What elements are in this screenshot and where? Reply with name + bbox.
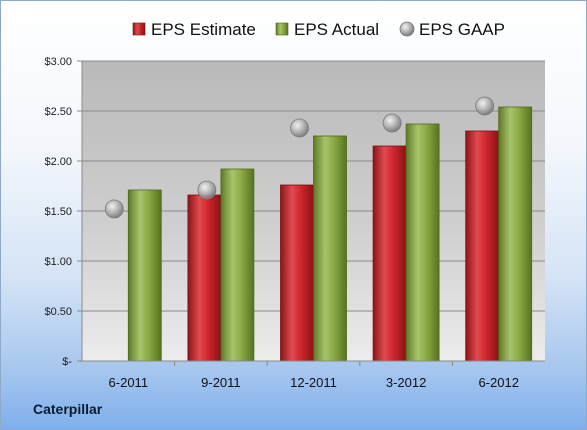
y-tick-label: $1.00: [44, 256, 72, 268]
marker-eps-gaap-12-2011: [290, 118, 309, 138]
bar-eps-actual-3-2012: [405, 123, 440, 362]
x-tick-label: 12-2011: [290, 375, 337, 390]
gaap-markers: [104, 96, 495, 219]
bars: [127, 106, 533, 362]
marker-eps-gaap-9-2011: [197, 180, 217, 200]
x-tick-label: 6-2011: [109, 375, 149, 390]
y-tick-label: $-: [62, 356, 72, 368]
bar-eps-estimate-6-2012: [465, 130, 500, 362]
marker-eps-gaap-3-2012: [382, 113, 402, 133]
y-axis: $- $0.50 $1.00 $1.50 $2.00 $2.50 $3.00: [44, 56, 83, 368]
bar-eps-estimate-9-2011: [187, 194, 222, 362]
legend: EPS Estimate EPS Actual EPS GAAP: [132, 20, 505, 39]
bar-eps-actual-6-2011: [127, 189, 162, 362]
legend-label-eps-actual: EPS Actual: [294, 20, 379, 39]
bar-eps-estimate-12-2011: [280, 184, 314, 362]
legend-label-eps-gaap: EPS GAAP: [419, 20, 505, 39]
x-tick-label: 6-2012: [478, 375, 518, 390]
legend-swatch-eps-actual: [275, 22, 289, 36]
company-name: Caterpillar: [33, 401, 103, 417]
marker-eps-gaap-6-2011: [104, 199, 124, 219]
x-tick-label: 9-2011: [201, 375, 241, 390]
y-tick-label: $3.00: [44, 56, 72, 68]
legend-swatch-eps-estimate: [132, 22, 146, 36]
y-tick-label: $0.50: [44, 306, 72, 318]
bar-eps-actual-9-2011: [220, 168, 255, 362]
x-axis: 6-2011 9-2011 12-2011 3-2012 6-2012: [82, 360, 545, 390]
y-tick-label: $1.50: [44, 206, 72, 218]
bar-eps-actual-12-2011: [313, 135, 347, 362]
legend-swatch-eps-gaap: [399, 21, 415, 37]
y-tick-label: $2.50: [44, 106, 72, 118]
bar-eps-actual-6-2012: [498, 106, 533, 362]
y-tick-label: $2.00: [44, 156, 72, 168]
bar-eps-estimate-3-2012: [372, 145, 407, 362]
marker-eps-gaap-6-2012: [475, 96, 495, 116]
x-tick-label: 3-2012: [386, 375, 426, 390]
legend-label-eps-estimate: EPS Estimate: [151, 20, 256, 39]
